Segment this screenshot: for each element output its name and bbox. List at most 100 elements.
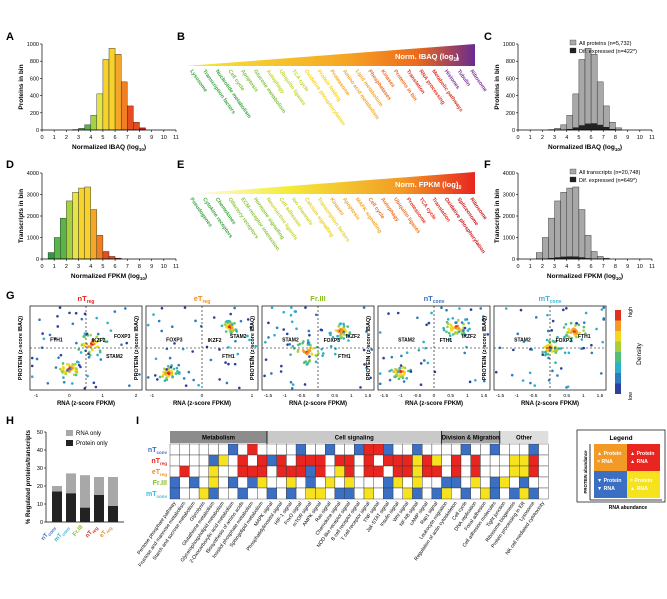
scatter-point [339,322,342,325]
scatter-point [453,332,457,335]
scatter-point [544,350,547,354]
heatmap-cell [528,465,539,478]
histogram-bar-diff [566,256,573,259]
histogram-bar [596,256,604,260]
scatter-point [448,338,451,341]
scatter-point [328,331,332,335]
x-tick-label: 9 [150,135,153,141]
scatter-point [62,380,66,384]
scatter-point [223,323,227,326]
scatter-point [314,313,318,317]
scatter-point [72,373,76,376]
scatter-point [63,370,67,374]
scatter-title: nTconv [424,294,445,305]
scatter-point [90,348,94,352]
scatter-point [83,387,87,390]
x-tick-label: 1 [529,264,532,270]
scatter-point [306,339,310,342]
scatter-point [577,323,581,327]
heatmap-cell [266,476,277,489]
scatter-point [292,347,296,350]
x-tick-label: 1 [53,135,56,141]
scatter-point [388,369,391,373]
colorbar-step [615,383,621,394]
scatter-point [590,351,594,355]
scatter-point [160,329,164,333]
scatter-point [595,327,598,331]
scatter-panel: nTreg FTH1 IKZF2 FOXP3 STAM2 -1 0 1 2 RNA (z-scor… [18,294,143,407]
scatter-panel: Fr.III STAM2 FOXP3 IKZF2 FTH1 -1.5 -1 -0.5 0 0.5 1… [250,294,375,407]
scatter-point [124,307,127,310]
scatter-point [218,378,221,381]
heatmap-cell [528,454,539,467]
scatter-point [405,351,409,355]
heatmap-cell [363,465,374,478]
scatter-point [30,356,34,360]
y-tick-label: 800 [506,59,515,65]
heatmap-cell [499,476,510,489]
y-tick-label: 0 [36,128,39,134]
scatter-point [446,325,449,329]
histogram-bar [47,252,55,260]
scatter-point [194,319,197,323]
y-tick-label: 600 [506,76,515,82]
histogram-bar [578,59,586,131]
scatter-point [170,369,173,373]
scatter-point [109,329,113,332]
heatmap-cell [470,443,481,456]
scatter-point [362,348,366,352]
scatter-point [467,321,470,325]
scatter-point [61,362,65,365]
x-tick-label: 0.5 [331,393,338,399]
scatter-point [71,362,75,366]
x-tick-label: 4 [89,135,92,141]
x-axis-label: Normalized IBAQ (log10) [72,144,146,152]
scatter-point [282,328,286,331]
y-axis-label: PROTEIN (z-score IBAQ) [134,316,140,380]
scatter-point [87,352,90,356]
scatter-point [89,333,92,337]
histogram-bar [84,186,91,260]
scatter-point [224,361,227,364]
heatmap-cell [538,487,549,500]
heatmap-cell [373,443,384,456]
y-tick-label: 0 [512,257,515,263]
scatter-point [285,332,289,336]
scatter-point [187,370,191,374]
y-axis-label: PROTEIN (z-score IBAQ) [366,316,372,380]
scatter-point [165,378,169,381]
scatter-point [74,373,78,377]
scatter-point [462,329,465,332]
scatter-point [463,351,466,355]
x-tick-label: -1.5 [380,393,389,399]
scatter-point [304,306,307,309]
colorbar: high low Density [615,307,643,400]
scatter-point [601,340,604,344]
heatmap-cell [218,454,229,467]
legend-swatch-protein [66,440,73,446]
scatter-point [451,333,455,336]
heatmap-cell [286,476,297,489]
heatmap-cell [218,476,229,489]
scatter-point [416,316,419,320]
scatter-point [388,378,392,382]
x-tick-label: 8 [614,264,617,270]
heatmap-cell [460,476,471,489]
scatter-point [236,352,240,356]
scatter-point [546,329,550,333]
heatmap-cell [179,487,190,500]
histogram-bar [78,187,85,260]
scatter-point [407,369,410,373]
scatter-point [554,340,558,343]
group-header-label: Metabolism [202,436,235,442]
histogram-bar [108,48,116,131]
x-axis-label: Normalized FPKM (log10) [71,273,147,281]
heatmap-cell [402,454,413,467]
y-tick-label: 4000 [27,171,39,177]
heatmap-cell [295,487,307,500]
scatter-point [288,343,292,346]
scatter-point [578,331,582,335]
heatmap-cell [528,443,539,456]
scatter-point [282,310,286,314]
scatter-point [370,348,374,351]
